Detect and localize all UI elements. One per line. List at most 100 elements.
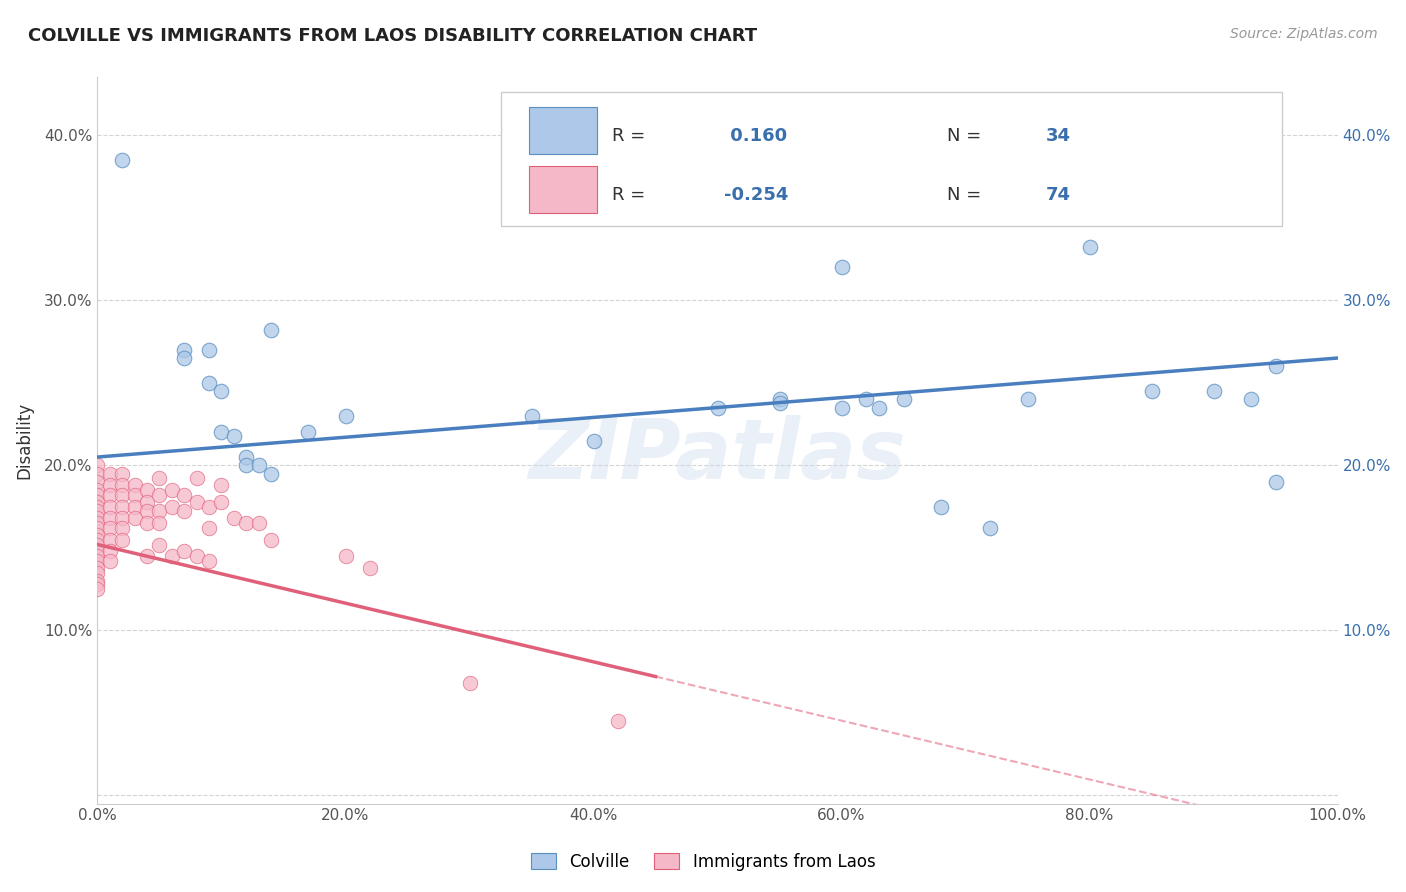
Text: R =: R = [612,128,651,145]
Point [173,343,195,357]
Point [359,560,381,574]
Point [222,511,245,525]
Point [111,467,134,481]
Point [868,401,890,415]
Point [211,478,233,492]
Point [173,544,195,558]
Point [86,554,108,568]
Point [86,483,108,497]
Point [768,395,790,409]
Point [211,384,233,398]
Point [260,323,283,337]
Point [831,401,853,415]
Point [1017,392,1039,407]
Point [297,425,319,440]
Point [98,488,121,502]
Point [86,500,108,514]
Point [111,500,134,514]
Point [148,471,170,485]
Point [1240,392,1263,407]
Point [1202,384,1225,398]
Point [111,511,134,525]
Point [148,516,170,530]
Point [520,409,543,423]
Point [98,554,121,568]
Point [173,504,195,518]
Point [124,488,146,502]
Text: R =: R = [612,186,651,203]
Text: 0.160: 0.160 [724,128,787,145]
Point [198,343,221,357]
Point [1140,384,1163,398]
Point [335,409,357,423]
Point [86,504,108,518]
Text: ZIPatlas: ZIPatlas [529,415,907,496]
Y-axis label: Disability: Disability [15,402,32,479]
Point [136,483,159,497]
Point [98,500,121,514]
Point [235,450,257,464]
Point [86,549,108,563]
Point [86,488,108,502]
Point [1264,475,1286,489]
Point [86,560,108,574]
Point [86,516,108,530]
FancyBboxPatch shape [529,107,598,154]
Point [160,483,183,497]
Point [111,521,134,535]
Point [98,533,121,547]
Text: 34: 34 [1046,128,1071,145]
Point [222,428,245,442]
Point [136,516,159,530]
Point [148,537,170,551]
Point [124,500,146,514]
Point [929,500,952,514]
Point [198,376,221,390]
Point [198,554,221,568]
Point [160,500,183,514]
Text: -0.254: -0.254 [724,186,789,203]
Point [247,458,270,473]
Point [86,566,108,580]
Point [198,500,221,514]
Legend: Colville, Immigrants from Laos: Colville, Immigrants from Laos [523,845,883,880]
Point [458,676,481,690]
Point [98,511,121,525]
Point [260,467,283,481]
Point [706,401,728,415]
Point [831,260,853,275]
Point [198,521,221,535]
Point [173,351,195,365]
Point [136,549,159,563]
Point [86,537,108,551]
Point [235,516,257,530]
Point [86,458,108,473]
Point [111,153,134,167]
Point [86,494,108,508]
FancyBboxPatch shape [529,166,598,213]
Point [98,478,121,492]
Point [86,475,108,489]
Point [235,458,257,473]
Point [148,488,170,502]
Point [247,516,270,530]
Text: N =: N = [948,186,987,203]
Point [211,425,233,440]
Point [98,521,121,535]
Text: N =: N = [948,128,987,145]
Point [86,521,108,535]
Point [335,549,357,563]
Point [111,478,134,492]
Point [855,392,877,407]
Point [979,521,1001,535]
Point [98,544,121,558]
Point [186,471,208,485]
Point [1078,240,1101,254]
Point [86,511,108,525]
Point [86,533,108,547]
Point [1264,359,1286,374]
Text: COLVILLE VS IMMIGRANTS FROM LAOS DISABILITY CORRELATION CHART: COLVILLE VS IMMIGRANTS FROM LAOS DISABIL… [28,27,758,45]
Point [111,488,134,502]
Point [582,434,605,448]
FancyBboxPatch shape [501,92,1282,227]
